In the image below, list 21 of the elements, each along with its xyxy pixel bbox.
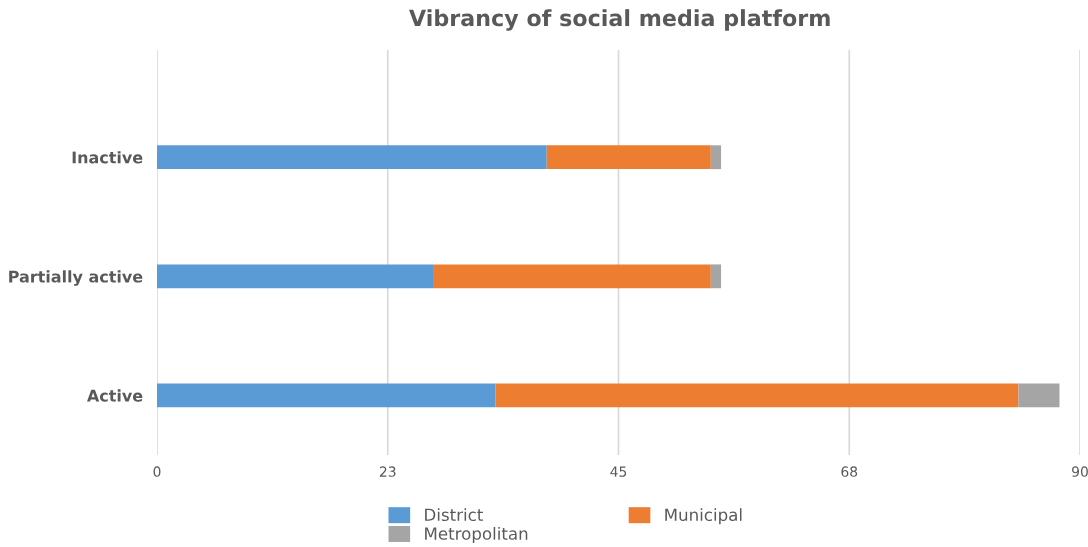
bar [710, 264, 722, 289]
bar [1018, 383, 1060, 408]
y-tick-label: Inactive [72, 151, 143, 164]
bar [546, 145, 711, 170]
x-tick-label: 90 [1072, 466, 1088, 477]
x-tick-label: 23 [379, 466, 396, 477]
bar [710, 145, 722, 170]
bar [157, 145, 547, 170]
legend-label: District [425, 508, 483, 522]
bar [495, 383, 1019, 408]
x-tick-label: 45 [610, 466, 627, 477]
chart-title: Vibrancy of social media platform [409, 9, 830, 31]
bar [433, 264, 711, 289]
x-tick-label: 0 [153, 466, 161, 477]
y-tick-label: Partially active [9, 270, 143, 286]
legend-label: Metropolitan [425, 526, 528, 544]
legend-label: Municipal [665, 508, 742, 525]
y-tick-label: Active [87, 389, 143, 402]
x-tick-label: 68 [841, 466, 858, 477]
bar [157, 383, 496, 408]
bar [157, 264, 434, 289]
